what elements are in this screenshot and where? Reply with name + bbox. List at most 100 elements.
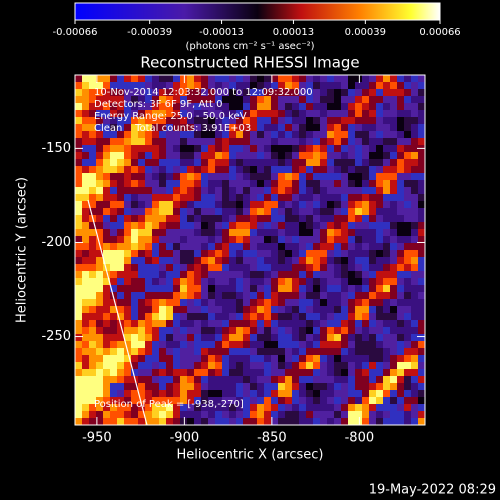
image-pixel [397,404,405,412]
image-pixel [376,208,384,216]
image-pixel [292,334,300,342]
image-pixel [215,355,223,363]
image-pixel [334,320,342,328]
image-pixel [285,411,293,419]
image-pixel [306,257,314,265]
image-pixel [208,152,216,160]
image-pixel [236,376,244,384]
image-pixel [173,138,181,146]
image-pixel [152,229,160,237]
image-pixel [187,362,195,370]
image-pixel [418,404,425,412]
image-pixel [313,145,321,153]
image-pixel [264,222,272,230]
image-pixel [166,383,174,391]
image-pixel [320,278,328,286]
image-pixel [236,383,244,391]
image-pixel [229,376,237,384]
image-pixel [292,138,300,146]
image-pixel [89,397,97,405]
image-pixel [208,75,216,83]
image-pixel [138,96,146,104]
image-pixel [341,89,349,97]
image-pixel [369,124,377,132]
image-pixel [383,264,391,272]
image-pixel [236,96,244,104]
image-pixel [131,138,139,146]
image-pixel [103,257,111,265]
image-pixel [418,201,425,209]
image-pixel [327,243,335,251]
image-pixel [271,397,279,405]
image-pixel [124,194,132,202]
image-pixel [124,124,132,132]
image-pixel [96,355,104,363]
image-pixel [201,355,209,363]
image-pixel [285,355,293,363]
image-pixel [243,124,251,132]
image-pixel [243,208,251,216]
image-pixel [341,411,349,419]
image-pixel [292,187,300,195]
image-pixel [103,334,111,342]
image-pixel [131,208,139,216]
image-pixel [348,292,356,300]
image-pixel [341,117,349,125]
image-pixel [306,159,314,167]
image-pixel [355,320,363,328]
image-pixel [418,138,425,146]
image-pixel [166,411,174,419]
image-pixel [264,138,272,146]
image-pixel [166,327,174,335]
image-pixel [327,117,335,125]
image-pixel [138,173,146,181]
image-pixel [355,166,363,174]
image-pixel [117,250,125,258]
image-pixel [82,124,90,132]
image-pixel [285,75,293,83]
image-pixel [138,124,146,132]
image-pixel [376,327,384,335]
image-pixel [138,138,146,146]
image-pixel [194,229,202,237]
image-pixel [117,355,125,363]
image-pixel [138,187,146,195]
image-pixel [243,117,251,125]
image-pixel [103,236,111,244]
image-pixel [278,285,286,293]
image-pixel [208,89,216,97]
image-pixel [124,285,132,293]
image-pixel [89,250,97,258]
image-pixel [110,341,118,349]
image-pixel [131,187,139,195]
image-pixel [117,383,125,391]
image-pixel [166,390,174,398]
image-pixel [187,152,195,160]
image-pixel [327,152,335,160]
image-pixel [82,411,90,419]
image-pixel [201,215,209,223]
image-pixel [299,250,307,258]
image-pixel [82,138,90,146]
image-pixel [236,397,244,405]
image-pixel [257,278,265,286]
image-pixel [299,75,307,83]
image-pixel [180,348,188,356]
image-pixel [404,131,412,139]
image-pixel [355,341,363,349]
image-pixel [285,369,293,377]
image-pixel [320,194,328,202]
image-pixel [145,222,153,230]
image-pixel [117,180,125,188]
image-pixel [250,313,258,321]
image-pixel [222,334,230,342]
image-pixel [376,341,384,349]
image-pixel [138,103,146,111]
image-pixel [264,194,272,202]
image-pixel [320,313,328,321]
colorbar-tick-label: -0.00066 [53,27,98,38]
image-pixel [320,306,328,314]
image-pixel [369,166,377,174]
image-pixel [327,404,335,412]
image-pixel [390,124,398,132]
